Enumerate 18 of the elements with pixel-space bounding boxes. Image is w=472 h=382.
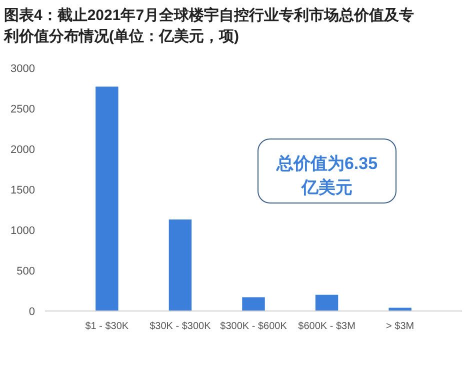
y-tick-label: 500 xyxy=(16,265,35,278)
bar xyxy=(315,294,338,311)
bar xyxy=(96,86,118,311)
y-tick-label: 1500 xyxy=(10,184,35,196)
y-tick-label: 2500 xyxy=(10,103,35,116)
chart-title: 图表4：截止2021年7月全球楼宇自控行业专利市场总价值及专利价值分布情况(单位：亿美元，项) xyxy=(3,6,414,45)
x-tick-label: > $3M xyxy=(386,321,414,332)
x-tick-label: $30K - $300K xyxy=(150,321,212,332)
y-tick-label: 0 xyxy=(28,306,35,318)
x-tick-label: $300K - $600K xyxy=(220,321,288,332)
y-tick-label: 1000 xyxy=(10,224,35,237)
annotation: 总价值为6.35亿美元 xyxy=(275,154,378,197)
y-tick-label: 3000 xyxy=(10,62,35,75)
bar xyxy=(168,219,192,311)
bar xyxy=(242,297,265,311)
y-tick-label: 2000 xyxy=(10,144,35,156)
x-tick-label: $600K - $3M xyxy=(298,321,356,332)
x-tick-label: $1 - $30K xyxy=(85,321,129,332)
